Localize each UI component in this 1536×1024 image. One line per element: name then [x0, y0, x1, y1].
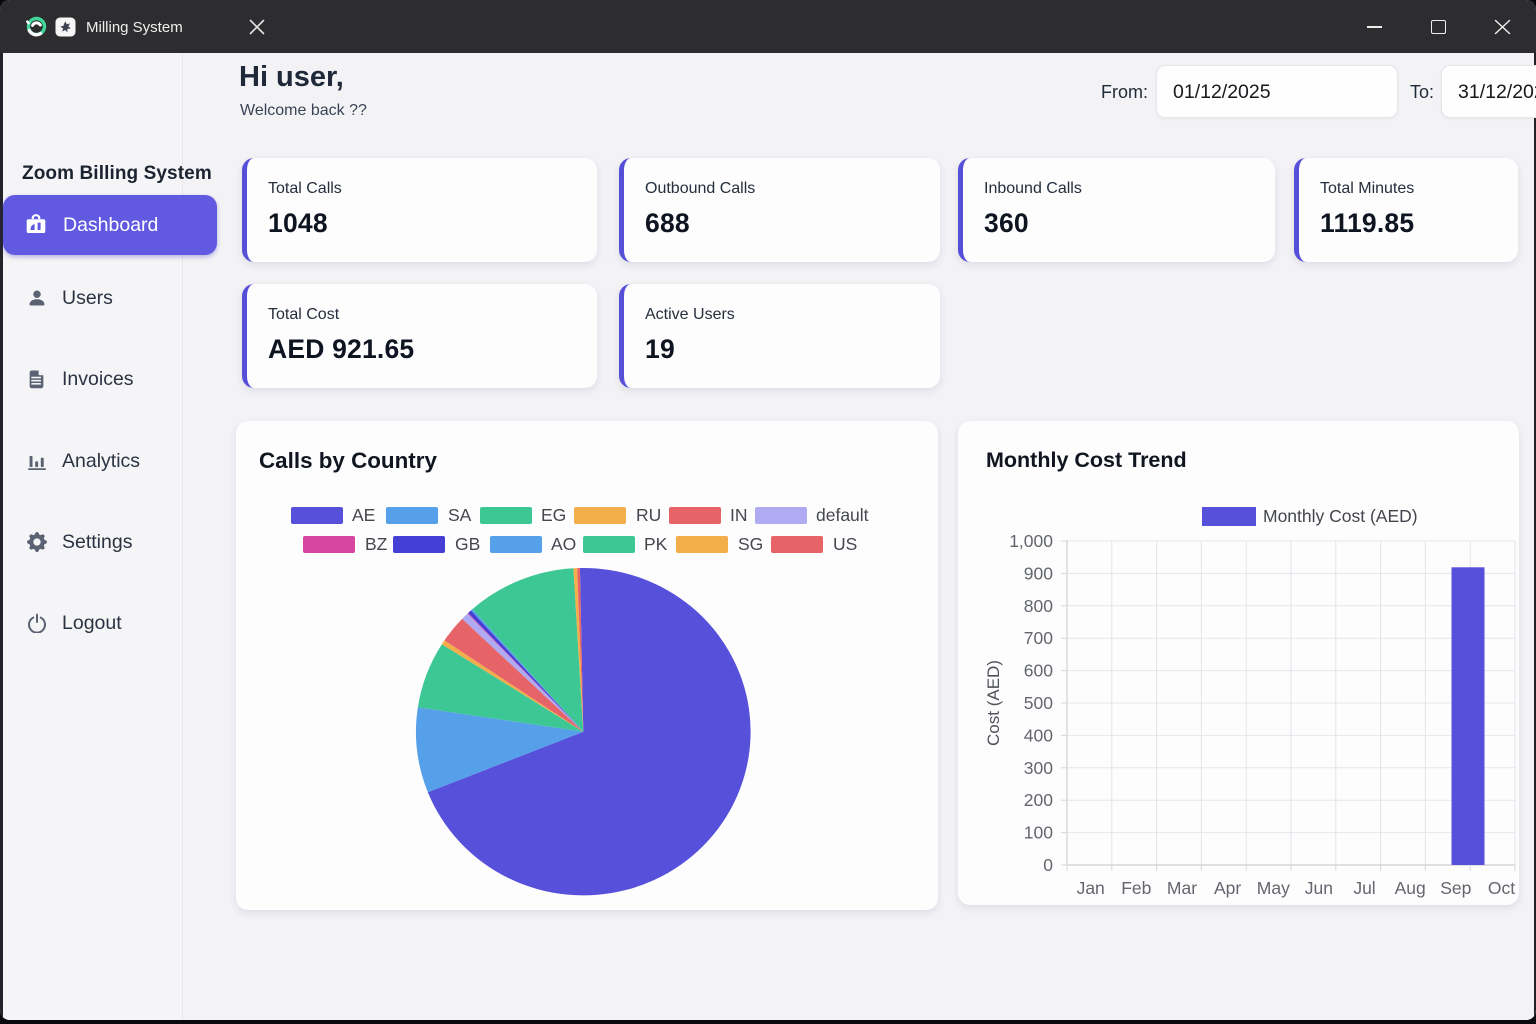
svg-text:0: 0 — [1043, 855, 1053, 875]
svg-text:Aug: Aug — [1395, 878, 1426, 898]
svg-text:700: 700 — [1024, 628, 1053, 648]
svg-text:600: 600 — [1024, 661, 1053, 681]
svg-text:400: 400 — [1024, 725, 1053, 745]
svg-text:900: 900 — [1024, 563, 1053, 583]
svg-text:Jun: Jun — [1305, 878, 1333, 898]
svg-text:800: 800 — [1024, 596, 1053, 616]
svg-text:Cost (AED): Cost (AED) — [984, 660, 1003, 746]
svg-text:200: 200 — [1024, 790, 1053, 810]
svg-text:Jan: Jan — [1077, 878, 1105, 898]
svg-text:300: 300 — [1024, 758, 1053, 778]
svg-text:Mar: Mar — [1167, 878, 1197, 898]
svg-text:Oct: Oct — [1488, 878, 1515, 898]
svg-text:Jul: Jul — [1353, 878, 1375, 898]
svg-text:500: 500 — [1024, 693, 1053, 713]
svg-text:1,000: 1,000 — [1009, 531, 1053, 551]
svg-text:Apr: Apr — [1214, 878, 1241, 898]
svg-text:May: May — [1257, 878, 1290, 898]
svg-text:Feb: Feb — [1121, 878, 1151, 898]
svg-text:Sep: Sep — [1440, 878, 1471, 898]
svg-text:100: 100 — [1024, 823, 1053, 843]
